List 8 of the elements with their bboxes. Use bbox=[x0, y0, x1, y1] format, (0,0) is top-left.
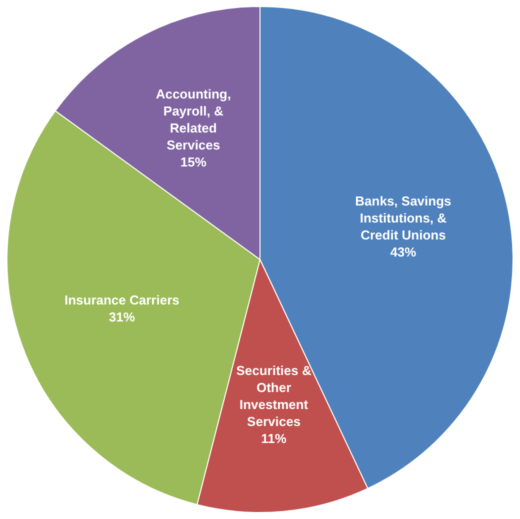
slice-label: Banks, Savings Institutions, & Credit Unions bbox=[355, 194, 452, 243]
data-label: 31% bbox=[108, 309, 136, 324]
slice-label: Securities & Other Investment Services bbox=[236, 363, 312, 430]
data-label: 15% bbox=[180, 154, 207, 170]
slice-label: Accounting, Payroll, & Related Services bbox=[156, 86, 231, 152]
data-label: 11% bbox=[261, 431, 287, 446]
slice-label: Insurance Carriers bbox=[64, 292, 180, 308]
data-label: 43% bbox=[390, 244, 417, 260]
